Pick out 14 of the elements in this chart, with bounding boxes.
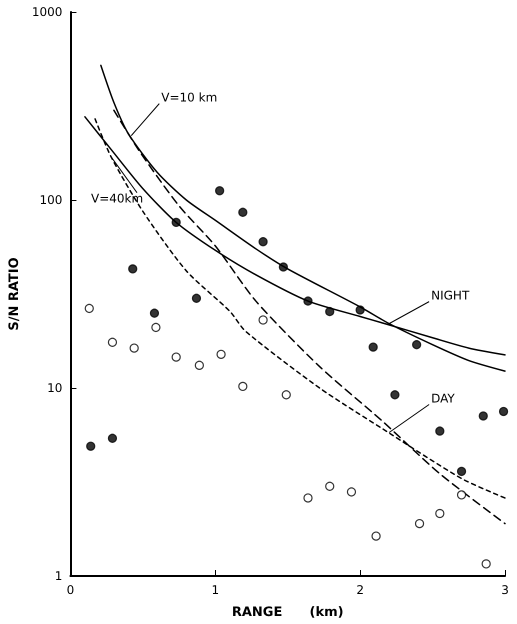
x-tick-label: 0 (66, 583, 74, 597)
annotation: V=10 km (161, 90, 218, 105)
x-tick-label: 3 (501, 583, 509, 597)
y-tick-label: 1 (54, 569, 62, 583)
x-axis-title: RANGE (km) (232, 605, 344, 620)
y-tick-label: 100 (40, 193, 62, 207)
annotation: NIGHT (431, 288, 470, 303)
y-axis-title: S/N RATIO (7, 257, 22, 331)
x-tick-label: 1 (211, 583, 220, 597)
x-tick-label: 2 (356, 583, 364, 597)
y-tick-label: 10 (47, 381, 62, 395)
y-tick-label: 1000 (32, 5, 62, 19)
annotation: V=40km (91, 192, 144, 206)
annotation: DAY (431, 391, 456, 406)
